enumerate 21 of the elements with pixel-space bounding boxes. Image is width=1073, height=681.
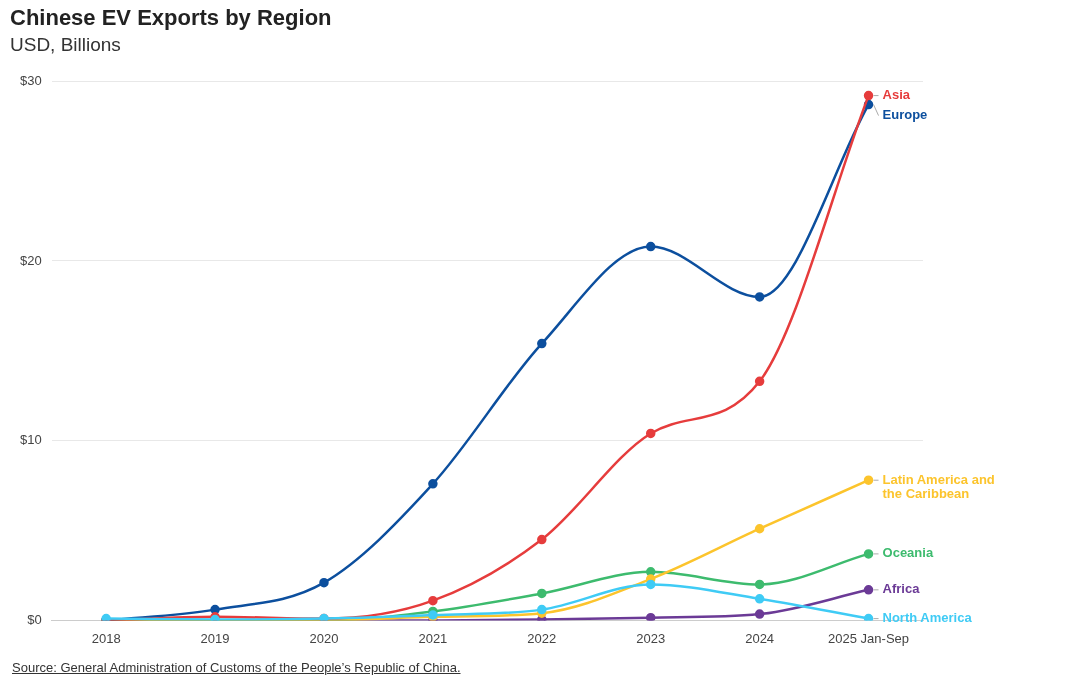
series-label: Oceania	[882, 545, 934, 561]
x-tick-label: 2024	[745, 630, 775, 646]
x-tick-label: 2023	[636, 630, 666, 646]
y-tick-label: $10	[19, 432, 42, 448]
series-label: Africa	[882, 581, 921, 597]
series-label: North America	[882, 610, 973, 626]
x-tick-label: 2025 Jan-Sep	[828, 630, 910, 646]
series-label: Asia	[882, 87, 911, 103]
x-tick-label: 2021	[418, 630, 448, 646]
y-tick-label: $20	[19, 252, 42, 268]
chart-title: Chinese EV Exports by Region	[10, 5, 332, 31]
series-label: Latin America and the Caribbean	[882, 471, 995, 501]
x-tick-label: 2020	[309, 630, 339, 646]
y-tick-label: $0	[27, 611, 42, 627]
x-tick-label: 2019	[200, 630, 230, 646]
chart-subtitle: USD, Billions	[10, 34, 121, 56]
source-note: Source: General Administration of Customs of the People’s Republic of China.	[12, 660, 461, 675]
y-tick-label: $30	[19, 72, 42, 88]
x-tick-label: 2022	[527, 630, 557, 646]
series-label: Europe	[882, 107, 928, 123]
x-tick-label: 2018	[91, 630, 121, 646]
